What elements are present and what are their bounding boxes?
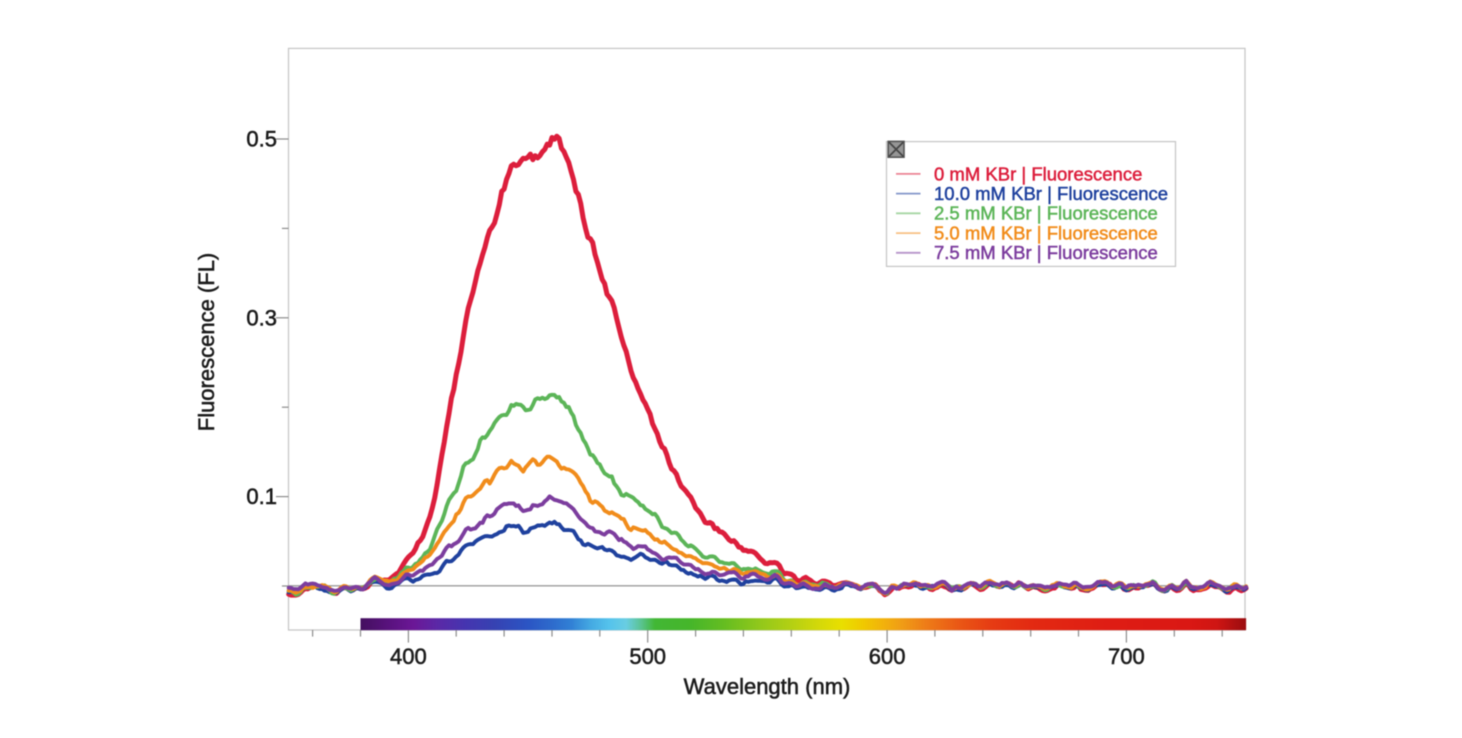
- svg-text:Fluorescence (FL): Fluorescence (FL): [194, 253, 219, 432]
- svg-text:0 mM KBr | Fluorescence: 0 mM KBr | Fluorescence: [934, 163, 1142, 184]
- svg-text:600: 600: [869, 644, 906, 669]
- svg-text:400: 400: [390, 644, 427, 669]
- svg-text:0.3: 0.3: [246, 305, 277, 330]
- svg-text:0.1: 0.1: [246, 484, 277, 509]
- svg-text:500: 500: [629, 644, 666, 669]
- svg-text:700: 700: [1108, 644, 1145, 669]
- svg-text:7.5 mM KBr | Fluorescence: 7.5 mM KBr | Fluorescence: [934, 242, 1158, 263]
- svg-text:10.0 mM KBr | Fluorescence: 10.0 mM KBr | Fluorescence: [934, 183, 1168, 204]
- svg-text:0.5: 0.5: [246, 127, 277, 152]
- svg-text:2.5 mM KBr | Fluorescence: 2.5 mM KBr | Fluorescence: [934, 203, 1158, 224]
- svg-text:Wavelength (nm): Wavelength (nm): [684, 674, 851, 699]
- svg-text:5.0 mM KBr | Fluorescence: 5.0 mM KBr | Fluorescence: [934, 223, 1158, 244]
